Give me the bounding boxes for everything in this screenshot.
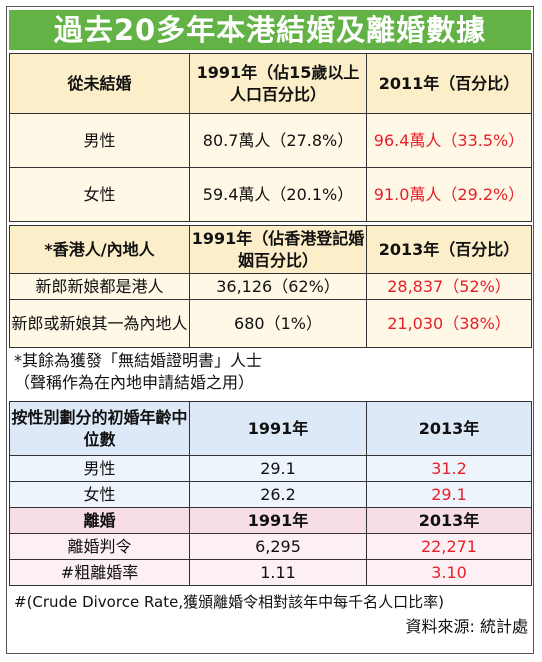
row-label: 新郎新娘都是港人 xyxy=(9,273,190,300)
value-1991: 680（1%） xyxy=(189,299,367,348)
table-row: 新郎或新娘其一為內地人 680（1%） 21,030（38%） xyxy=(9,299,532,348)
value-2013: 31.2 xyxy=(366,455,532,482)
header-divorce: 離婚 xyxy=(9,507,190,534)
table-row: 女性 26.2 29.1 xyxy=(9,481,532,508)
row-label: 女性 xyxy=(9,481,190,508)
header-1991: 1991年 xyxy=(189,507,367,534)
value-1991: 1.11 xyxy=(189,559,367,586)
header-2013: 2013年 xyxy=(366,401,532,456)
value-2013: 3.10 xyxy=(366,559,532,586)
header-1991: 1991年 xyxy=(189,401,367,456)
table-row: 男性 80.7萬人（27.8%） 96.4萬人（33.5%） xyxy=(9,113,532,168)
table-row: 新郎新娘都是港人 36,126（62%） 28,837（52%） xyxy=(9,273,532,300)
table-row: #粗離婚率 1.11 3.10 xyxy=(9,559,532,586)
divorce-footnote: #(Crude Divorce Rate,獲頒離婚令相對該年中每千名人口比率) xyxy=(14,593,444,611)
row-label: 女性 xyxy=(9,167,190,222)
value-1991: 80.7萬人（27.8%） xyxy=(189,113,367,168)
row-label: 離婚判令 xyxy=(9,533,190,560)
row-label: 新郎或新娘其一為內地人 xyxy=(9,299,190,348)
header-hk-mainland: *香港人/內地人 xyxy=(9,225,190,274)
value-2013: 28,837（52%） xyxy=(366,273,532,300)
page-title: 過去20多年本港結婚及離婚數據 xyxy=(9,10,531,50)
value-2013: 29.1 xyxy=(366,481,532,508)
value-2011: 91.0萬人（29.2%） xyxy=(366,167,532,222)
value-2013: 22,271 xyxy=(366,533,532,560)
value-1991: 6,295 xyxy=(189,533,367,560)
row-label: 男性 xyxy=(9,113,190,168)
value-2013: 21,030（38%） xyxy=(366,299,532,348)
hk-mainland-note-1: *其餘為獲發「無結婚證明書」人士 xyxy=(14,351,263,370)
value-1991: 36,126（62%） xyxy=(189,273,367,300)
value-2011: 96.4萬人（33.5%） xyxy=(366,113,532,168)
first-marriage-age-table: 按性別劃分的初婚年齡中位數 1991年 2013年 男性 29.1 31.2 女… xyxy=(9,401,532,508)
row-label: #粗離婚率 xyxy=(9,559,190,586)
value-1991: 26.2 xyxy=(189,481,367,508)
header-median-age: 按性別劃分的初婚年齡中位數 xyxy=(9,401,190,456)
header-2013: 2013年 xyxy=(366,507,532,534)
header-never-married: 從未結婚 xyxy=(9,53,190,114)
row-label: 男性 xyxy=(9,455,190,482)
never-married-table: 從未結婚 1991年（佔15歲以上人口百分比） 2011年（百分比） 男性 80… xyxy=(9,53,532,222)
divorce-table: 離婚 1991年 2013年 離婚判令 6,295 22,271 #粗離婚率 1… xyxy=(9,507,532,586)
table-row: 離婚判令 6,295 22,271 xyxy=(9,533,532,560)
header-2013-pct: 2013年（百分比） xyxy=(366,225,532,274)
value-1991: 29.1 xyxy=(189,455,367,482)
data-source: 資料來源: 統計處 xyxy=(405,617,528,636)
table-row: 男性 29.1 31.2 xyxy=(9,455,532,482)
header-2011-pct: 2011年（百分比） xyxy=(366,53,532,114)
value-1991: 59.4萬人（20.1%） xyxy=(189,167,367,222)
header-1991-pct: 1991年（佔15歲以上人口百分比） xyxy=(189,53,367,114)
header-1991-registered: 1991年（佔香港登記婚姻百分比） xyxy=(189,225,367,274)
table-row: 女性 59.4萬人（20.1%） 91.0萬人（29.2%） xyxy=(9,167,532,222)
hk-mainland-marriage-table: *香港人/內地人 1991年（佔香港登記婚姻百分比） 2013年（百分比） 新郎… xyxy=(9,225,532,348)
hk-mainland-note-2: （聲稱作為在內地申請結婚之用） xyxy=(14,373,255,392)
